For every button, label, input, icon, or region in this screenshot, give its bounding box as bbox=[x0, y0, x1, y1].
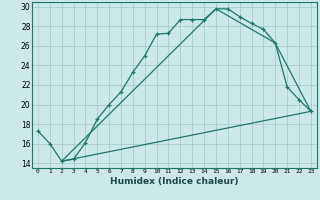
X-axis label: Humidex (Indice chaleur): Humidex (Indice chaleur) bbox=[110, 177, 239, 186]
